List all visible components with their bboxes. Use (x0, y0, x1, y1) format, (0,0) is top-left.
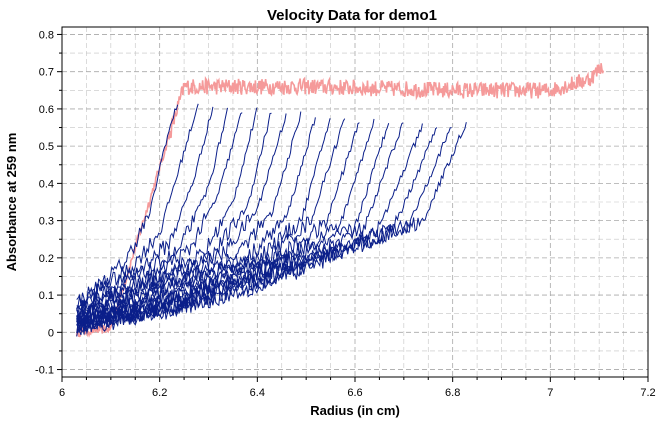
scan-series-1 (76, 104, 179, 307)
y-tick-label: 0.3 (39, 216, 54, 228)
y-tick-label: 0.8 (39, 29, 54, 41)
x-tick-label: 7 (547, 387, 553, 399)
y-tick-label: 0 (48, 327, 54, 339)
chart-title: Velocity Data for demo1 (267, 7, 437, 24)
x-tick-label: 6.6 (347, 387, 362, 399)
x-tick-label: 6.2 (152, 387, 167, 399)
y-tick-label: 0.5 (39, 141, 54, 153)
y-axis-ticks: -0.1 0 0.1 0.2 0.3 0.4 0.5 0.6 0.7 0.8 (35, 29, 62, 377)
scan-series-8 (76, 113, 287, 323)
scan-series-2 (76, 103, 199, 310)
x-axis-ticks: 6 6.2 6.4 6.6 6.8 7 7.2 (59, 377, 656, 399)
y-tick-label: 0.2 (39, 253, 54, 265)
y-tick-label: 0.6 (39, 104, 54, 116)
scan-series-20 (76, 122, 467, 335)
y-tick-label: 0.7 (39, 67, 54, 79)
x-tick-label: 6.4 (250, 387, 265, 399)
plot-data (75, 63, 605, 338)
y-tick-label: 0.4 (39, 178, 54, 190)
scan-series-7 (76, 112, 272, 325)
x-tick-label: 6 (59, 387, 65, 399)
scan-series-18 (76, 127, 438, 330)
x-axis-label: Radius (in cm) (310, 403, 400, 418)
scan-series-19 (76, 127, 452, 337)
plateau-series (75, 63, 605, 338)
y-tick-label: -0.1 (35, 365, 54, 377)
y-axis-label: Absorbance at 259 nm (4, 133, 19, 272)
y-tick-label: 0.1 (39, 290, 54, 302)
x-tick-label: 7.2 (640, 387, 655, 399)
x-tick-label: 6.8 (445, 387, 460, 399)
